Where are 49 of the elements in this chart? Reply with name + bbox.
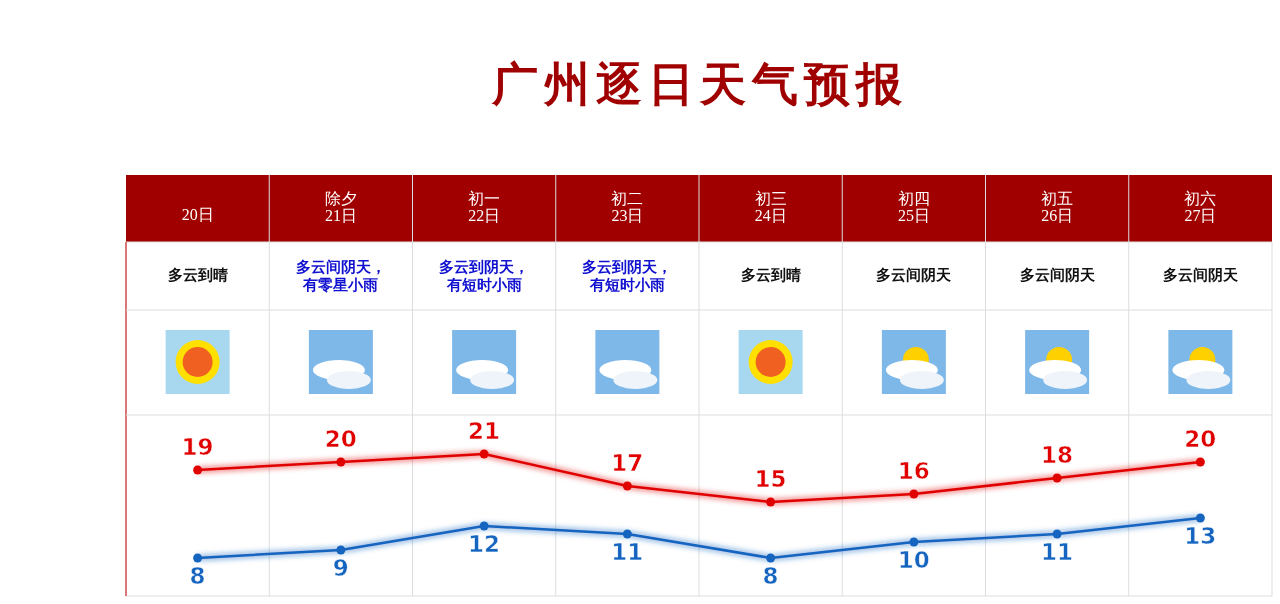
text: 多云间阴天 [1019,266,1096,284]
data-label: 20 [1184,426,1217,452]
x-tick-label: 初六 27日 [1184,190,1217,224]
point [336,457,346,467]
point [1052,473,1062,483]
x-tick-label: 初四 25日 [897,190,930,224]
data-label: 19 [181,434,214,460]
data-label: 17 [611,450,644,476]
data-label: 12 [468,531,501,557]
data-label: 11 [1041,539,1074,565]
point [193,553,203,563]
x-tick-label: 初二 23日 [611,190,644,224]
point [766,497,776,507]
point [479,521,489,531]
point [1195,513,1205,523]
point [622,481,632,491]
point [1052,529,1062,539]
x-tick-label: 初五 26日 [1041,190,1074,224]
text: 多云到晴 [740,266,801,284]
x-tick-label: 初三 24日 [754,190,787,224]
x-tick-label: 初一 22日 [468,190,501,224]
point [766,553,776,563]
point [622,529,632,539]
data-label: 16 [897,458,930,484]
data-label: 11 [611,539,644,565]
text: 多云到阴天，有短时小雨 [439,258,530,294]
data-label: 8 [762,563,779,589]
data-label: 9 [332,555,349,581]
data-label: 13 [1184,523,1217,549]
data-label: 8 [189,563,206,589]
text: 多云间阴天，有零星小雨 [295,258,386,294]
x-tick-label: 除夕 21日 [324,190,357,224]
data-label: 10 [897,547,930,573]
point [479,449,489,459]
text: 多云到阴天，有短时小雨 [582,258,673,294]
point [1195,457,1205,467]
data-label: 20 [324,426,357,452]
point [909,537,919,547]
text: 多云到晴 [167,266,228,284]
text: 多云间阴天 [1162,266,1239,284]
point [193,465,203,475]
data-label: 15 [754,466,787,492]
data-label: 18 [1041,442,1074,468]
point [336,545,346,555]
point [909,489,919,499]
data-label: 21 [468,418,501,444]
text: 多云间阴天 [876,266,953,284]
x-tick-label: 20日 [181,206,214,223]
chart-title: 广州逐日天气预报 [491,58,908,110]
